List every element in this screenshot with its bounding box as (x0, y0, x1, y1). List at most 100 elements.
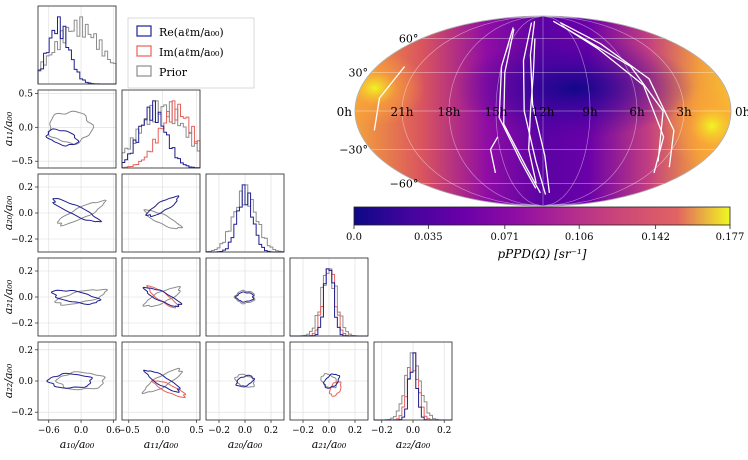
y-tick-label: 0.2 (19, 183, 33, 193)
contour-re (234, 291, 255, 303)
sky-labels: 0h 21h 18h 15h 12h 9h 6h 3h 0h 60° 30° −30° −60° (337, 33, 748, 191)
sky-contour-line (522, 22, 547, 195)
colorbar-tick-label: 0.071 (491, 232, 520, 243)
panel-frame (205, 257, 285, 337)
panel-content (122, 258, 200, 336)
contour-prior (47, 110, 95, 145)
corner-panel-3-3 (289, 257, 369, 337)
sky-contours (373, 20, 675, 195)
contour-im (145, 284, 180, 309)
dec-tick-label: 60° (399, 33, 419, 46)
dec-tick-label: −60° (390, 177, 419, 190)
corner-panel-0-0 (37, 5, 117, 85)
legend-swatch-im (136, 45, 152, 57)
ra-tick-label: 0h (735, 105, 748, 119)
legend-swatch-prior (136, 65, 152, 77)
sky-contour-line (373, 66, 406, 131)
contour-im (328, 381, 342, 397)
y-tick-label: −0.5 (11, 157, 33, 167)
ra-tick-label: 9h (582, 105, 598, 119)
contour-prior (143, 209, 184, 230)
x-tick-label: −0.6 (38, 426, 60, 436)
x-tick-label: −0.5 (118, 426, 140, 436)
y-tick-label: −0.2 (11, 408, 33, 418)
x-axis-label: a₂₂/a₀₀ (396, 438, 431, 451)
contour-re (142, 286, 183, 308)
contour-prior (142, 285, 182, 308)
ra-tick-label: 15h (485, 105, 508, 119)
corner-panel-4-1: −0.5 0.0 0.5 a₁₁/a₀₀ (118, 341, 204, 451)
y-tick-label: 0.0 (19, 293, 34, 303)
contour-im (150, 380, 187, 399)
panel-frame (121, 173, 201, 253)
panel-content (38, 90, 116, 168)
corner-panel-1-0: −0.5 0.0 0.5 a₁₁/a₀₀ (2, 89, 117, 169)
legend-label-re: Re(aℓm/a₀₀) (159, 26, 224, 39)
x-tick-label: 0.0 (156, 426, 171, 436)
sky-meridian (495, 16, 544, 206)
panel-frame (289, 257, 369, 337)
corner-panel-3-1 (121, 257, 201, 337)
corner-panel-3-2 (205, 257, 285, 337)
x-tick-label: −0.2 (371, 426, 393, 436)
panel-content (206, 258, 284, 336)
y-axis-label: a₂₂/a₀₀ (2, 363, 15, 398)
corner-panel-2-1 (121, 173, 201, 253)
sky-meridian (448, 16, 544, 206)
corner-panel-4-0: −0.6 0.0 0.6 a₁₀/a₀₀ −0.2 0.0 0.2 a₂₂/a₀₀ (2, 341, 121, 451)
sky-contour-line (529, 21, 551, 193)
sky-meridian (542, 16, 638, 206)
x-tick-label: 0.2 (437, 426, 451, 436)
contour-re (45, 128, 80, 147)
contour-re (145, 195, 180, 218)
legend-swatch-re (136, 25, 152, 37)
panel-frame (37, 5, 117, 85)
y-tick-label: 0.2 (19, 346, 33, 356)
x-tick-label: 0.6 (106, 426, 121, 436)
contour-prior (54, 288, 109, 306)
contour-re (235, 374, 256, 387)
sky-hot-region-left (355, 50, 425, 126)
ra-tick-label: 18h (438, 105, 461, 119)
contour-re (50, 289, 102, 306)
x-tick-label: 0.0 (238, 426, 253, 436)
contour-prior (56, 199, 107, 227)
y-axis-label: a₂₀/a₀₀ (2, 195, 15, 230)
sky-meridian (542, 16, 685, 206)
corner-panel-2-0: −0.2 0.0 0.2 a₂₀/a₀₀ (2, 173, 117, 253)
panel-frame (121, 257, 201, 337)
colorbar-ticks: 0.0 0.035 0.071 0.106 0.142 0.177 (346, 225, 744, 243)
x-tick-label: 0.5 (189, 426, 204, 436)
panel-frame (37, 89, 117, 169)
x-axis-label: a₂₁/a₀₀ (312, 438, 347, 451)
colorbar-tick-label: 0.035 (414, 232, 443, 243)
ra-tick-label: 6h (629, 105, 645, 119)
panel-content (206, 342, 284, 420)
x-axis-label: a₂₀/a₀₀ (228, 438, 263, 451)
y-tick-label: 0.0 (19, 377, 34, 387)
contour-re (142, 369, 181, 393)
x-axis-label: a₁₀/a₀₀ (60, 438, 95, 451)
contour-re (322, 373, 341, 389)
panel-frame (205, 173, 285, 253)
panel-frame (121, 341, 201, 421)
colorbar: 0.0 0.035 0.071 0.106 0.142 0.177 pPPD(Ω) [sr… (346, 206, 744, 261)
colorbar-label: pPPD(Ω) [sr⁻¹] (498, 247, 587, 261)
colorbar-gradient (353, 206, 731, 226)
x-tick-label: 0.0 (74, 426, 89, 436)
y-tick-label: 0.0 (19, 209, 34, 219)
contour-re (46, 372, 94, 389)
panel-content (122, 174, 200, 252)
sky-contour-line (559, 22, 675, 168)
corner-panel-2-2 (205, 173, 285, 253)
panel-content (290, 342, 368, 420)
sky-boundary (354, 15, 732, 207)
dec-tick-label: 30° (349, 67, 369, 80)
ra-tick-label: 12h (532, 105, 555, 119)
x-tick-label: 0.2 (264, 426, 278, 436)
corner-panel-1-1 (121, 89, 201, 169)
panel-content (121, 90, 201, 169)
